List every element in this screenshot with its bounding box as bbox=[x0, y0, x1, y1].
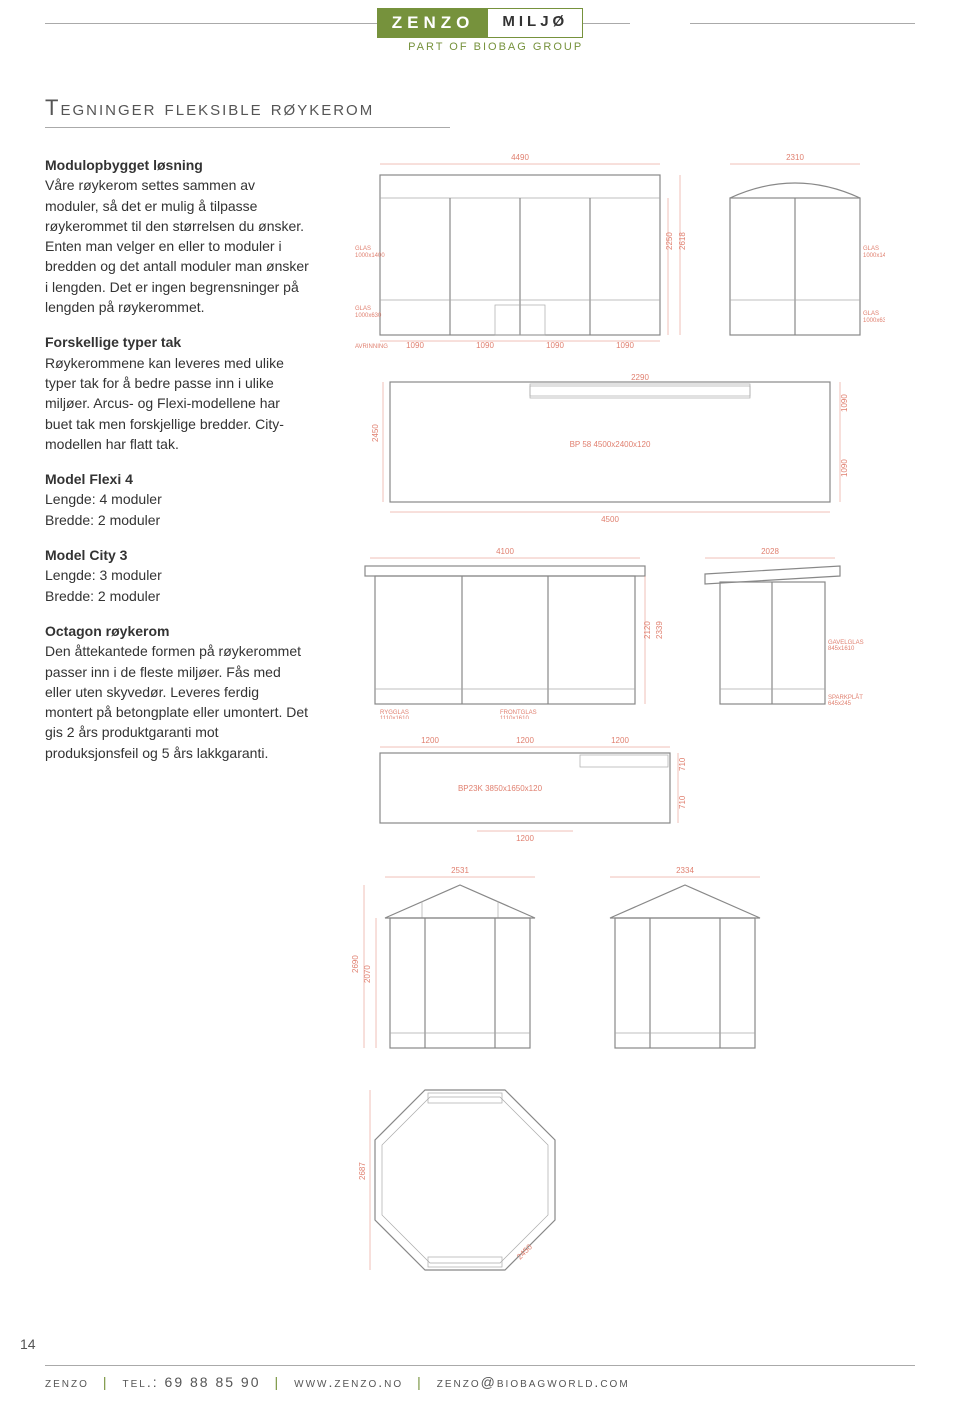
title-underline bbox=[45, 127, 450, 128]
svg-text:2690: 2690 bbox=[351, 955, 360, 973]
section-body: Våre røykerom settes sammen av moduler, … bbox=[45, 177, 309, 315]
logo-left: ZENZO bbox=[378, 9, 489, 37]
svg-text:1090: 1090 bbox=[406, 341, 424, 350]
section-body: Røykerommene kan leveres med ulike typer… bbox=[45, 355, 284, 452]
svg-text:2339: 2339 bbox=[655, 621, 664, 639]
footer-email: zenzo@biobagworld.com bbox=[437, 1374, 630, 1390]
footer-tel: tel.: 69 88 85 90 bbox=[123, 1374, 261, 1390]
svg-text:GAVELGLAS845x1610: GAVELGLAS845x1610 bbox=[828, 640, 864, 652]
page-title: Tegninger fleksible røykerom bbox=[45, 95, 374, 121]
svg-text:1200: 1200 bbox=[421, 736, 439, 745]
section-body: Lengde: 3 moduler Bredde: 2 moduler bbox=[45, 567, 162, 603]
svg-text:710: 710 bbox=[678, 795, 687, 809]
svg-text:710: 710 bbox=[678, 757, 687, 771]
footer-separator: | bbox=[275, 1374, 281, 1390]
svg-text:2250: 2250 bbox=[665, 232, 674, 250]
svg-text:GLAS1000x1400: GLAS1000x1400 bbox=[863, 246, 885, 259]
section-heading: Modulopbygget løsning bbox=[45, 157, 203, 173]
svg-text:1090: 1090 bbox=[616, 341, 634, 350]
text-column: Modulopbygget løsning Våre røykerom sett… bbox=[45, 155, 310, 778]
svg-text:FRONTGLAS1110x1610: FRONTGLAS1110x1610 bbox=[500, 710, 537, 719]
octagon-plan: 2687 2450 bbox=[350, 1075, 570, 1285]
svg-text:2334: 2334 bbox=[676, 866, 694, 875]
svg-text:2290: 2290 bbox=[631, 373, 649, 382]
section-body: Den åttekantede formen på røykerommet pa… bbox=[45, 643, 308, 760]
city3-side-elevation: 2028 GAVELGLAS845x1610 SPARKPLÅT645x245 bbox=[695, 544, 865, 719]
svg-text:2450: 2450 bbox=[371, 424, 380, 442]
page-number: 14 bbox=[20, 1336, 36, 1352]
logo-bar: ZENZO MILJØ part of biobag group bbox=[0, 8, 960, 53]
svg-text:4490: 4490 bbox=[511, 153, 529, 162]
flexi4-plan: 2290 BP 58 4500x2400x120 2450 1090 1090 … bbox=[350, 362, 890, 532]
svg-text:BP23K 3850x1650x120: BP23K 3850x1650x120 bbox=[458, 784, 543, 793]
city3-front-elevation: 4100 RYGGLAS1110x1610 FRONTGLAS1110x1610… bbox=[350, 544, 670, 719]
footer-separator: | bbox=[103, 1374, 109, 1390]
svg-text:BP 58 4500x2400x120: BP 58 4500x2400x120 bbox=[570, 440, 651, 449]
svg-text:GLAS1000x1400: GLAS1000x1400 bbox=[355, 246, 385, 259]
flexi4-front-elevation: 4490 GLAS1000x1400 GLAS1000x630 2250 261… bbox=[350, 150, 690, 350]
footer-separator: | bbox=[417, 1374, 423, 1390]
footer-name: zenzo bbox=[45, 1374, 89, 1390]
svg-text:1200: 1200 bbox=[516, 834, 534, 843]
octagon-side-elevation: 2334 bbox=[585, 863, 785, 1063]
svg-text:GLAS1000x630: GLAS1000x630 bbox=[863, 311, 885, 324]
section-heading: Model City 3 bbox=[45, 547, 127, 563]
svg-text:2070: 2070 bbox=[363, 965, 372, 983]
footer-web: www.zenzo.no bbox=[294, 1374, 403, 1390]
svg-text:2120: 2120 bbox=[643, 621, 652, 639]
svg-text:2310: 2310 bbox=[786, 153, 804, 162]
svg-text:1090: 1090 bbox=[840, 394, 849, 412]
footer: zenzo | tel.: 69 88 85 90 | www.zenzo.no… bbox=[45, 1365, 915, 1390]
svg-text:2531: 2531 bbox=[451, 866, 469, 875]
svg-text:1200: 1200 bbox=[611, 736, 629, 745]
arcus-side-elevation: 2310 GLAS1000x1400 GLAS1000x630 bbox=[715, 150, 885, 350]
svg-text:1090: 1090 bbox=[546, 341, 564, 350]
section-heading: Octagon røykerom bbox=[45, 623, 169, 639]
svg-text:1090: 1090 bbox=[840, 459, 849, 477]
svg-text:GLAS1000x630: GLAS1000x630 bbox=[355, 306, 382, 319]
svg-text:SPARKPLÅT645x245: SPARKPLÅT645x245 bbox=[828, 694, 863, 707]
section-heading: Forskellige typer tak bbox=[45, 334, 181, 350]
svg-text:2028: 2028 bbox=[761, 547, 779, 556]
drawings-area: 4490 GLAS1000x1400 GLAS1000x630 2250 261… bbox=[350, 150, 920, 1297]
logo-subtitle: part of biobag group bbox=[408, 41, 583, 53]
svg-text:AVRINNING: AVRINNING bbox=[355, 344, 388, 350]
logo-right: MILJØ bbox=[488, 9, 582, 37]
octagon-front-elevation: 2531 2070 2690 bbox=[350, 863, 560, 1063]
svg-text:2618: 2618 bbox=[678, 232, 687, 250]
city3-plan: 1200 1200 1200 BP23K 3850x1650x120 1200 … bbox=[350, 731, 730, 851]
svg-text:2687: 2687 bbox=[358, 1162, 367, 1180]
svg-text:1200: 1200 bbox=[516, 736, 534, 745]
logo: ZENZO MILJØ bbox=[377, 8, 583, 38]
section-body: Lengde: 4 moduler Bredde: 2 moduler bbox=[45, 491, 162, 527]
svg-text:1090: 1090 bbox=[476, 341, 494, 350]
svg-text:4100: 4100 bbox=[496, 547, 514, 556]
svg-text:RYGGLAS1110x1610: RYGGLAS1110x1610 bbox=[380, 710, 409, 719]
svg-text:4500: 4500 bbox=[601, 515, 619, 524]
section-heading: Model Flexi 4 bbox=[45, 471, 133, 487]
